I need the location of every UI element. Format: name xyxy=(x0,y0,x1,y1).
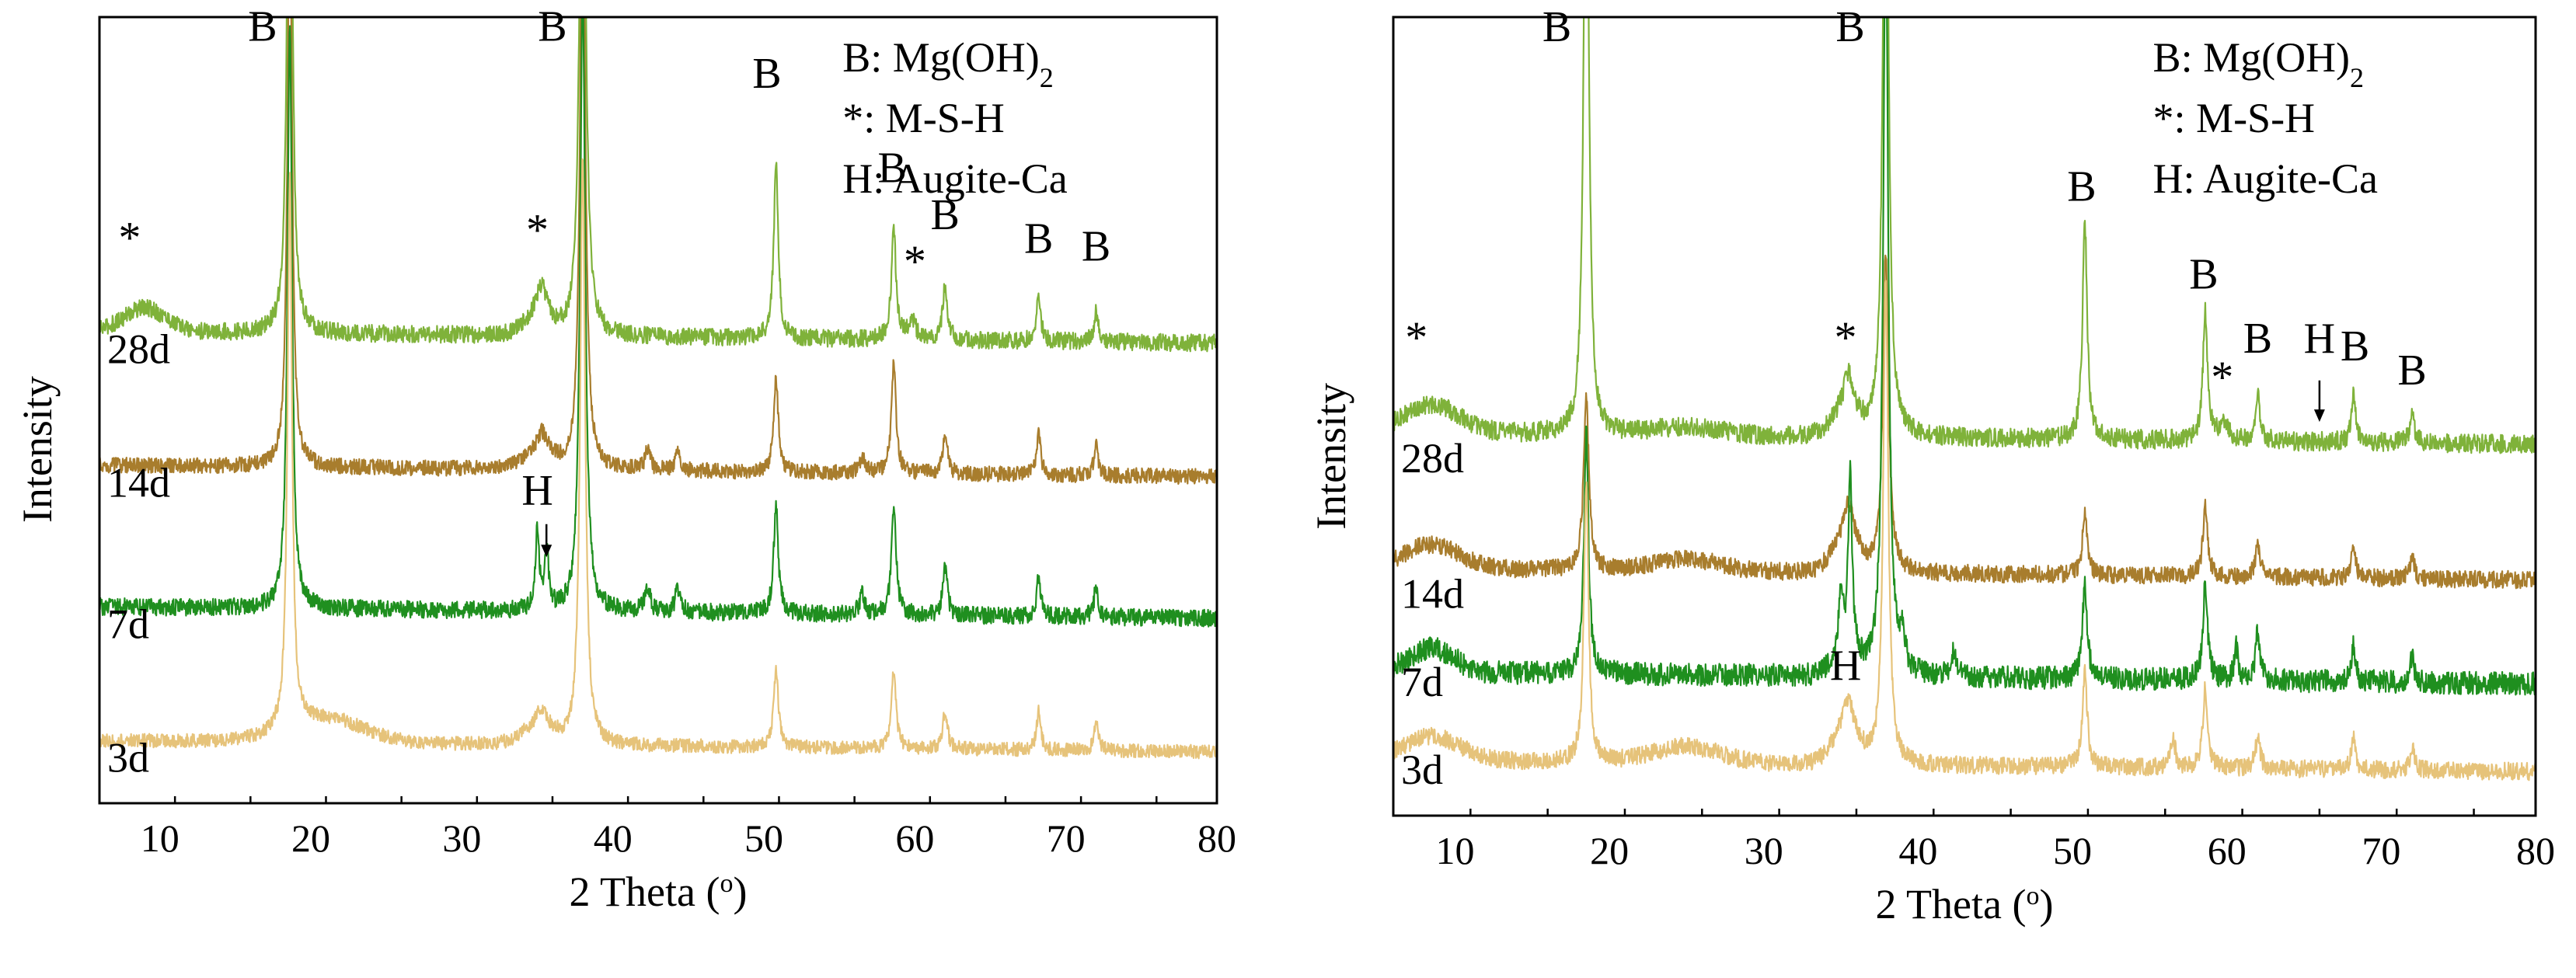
peak-label: H xyxy=(1830,642,1861,690)
x-axis-label: 2 Theta (o) xyxy=(1876,881,2054,928)
x-tick-label: 60 xyxy=(2208,829,2247,872)
peak-label: H xyxy=(2304,315,2335,363)
peak-label: B xyxy=(538,2,566,50)
series-line-3d xyxy=(1393,280,2536,781)
legend-entry: B: Mg(OH)2 xyxy=(2153,34,2365,93)
series-line-7d xyxy=(99,17,1217,628)
peak-label: B xyxy=(931,191,960,239)
legend-entry: *: M-S-H xyxy=(2153,95,2316,141)
plot-frame xyxy=(1392,16,2537,817)
peak-label: B xyxy=(248,2,277,50)
x-tick-label: 10 xyxy=(1435,829,1474,872)
legend-entry: H: Augite-Ca xyxy=(2153,155,2378,202)
legend: B: Mg(OH)2*: M-S-H H: Augite-Ca xyxy=(2153,34,2378,202)
left-xrd-panel: 10 20 30 40 50 60 70 80 2 Theta (o) Intensity 28d 1… xyxy=(14,2,1236,915)
plot-area xyxy=(99,17,1217,760)
x-tick-label: 20 xyxy=(291,816,330,860)
series-label-28d: 28d xyxy=(107,325,170,372)
legend-entry: *: M-S-H xyxy=(842,95,1005,141)
x-tick-label: 70 xyxy=(2362,829,2400,872)
x-tick-label: 80 xyxy=(1197,816,1236,860)
x-tick-label: 60 xyxy=(895,816,934,860)
y-axis-label: Intensity xyxy=(1308,383,1354,530)
series-line-14d xyxy=(99,17,1217,486)
peak-label: * xyxy=(904,236,926,287)
x-tick-label: 80 xyxy=(2516,829,2555,872)
peak-label: B xyxy=(1542,3,1571,51)
x-tick-label: 30 xyxy=(1745,829,1783,872)
x-tick-label: 10 xyxy=(141,816,180,860)
peak-label: B xyxy=(878,144,907,193)
x-axis: 10 20 30 40 50 60 70 80 xyxy=(98,796,1236,860)
peak-label: B xyxy=(1082,223,1110,271)
peak-label: B xyxy=(2067,162,2096,211)
peak-label: B xyxy=(2397,346,2426,395)
series-label-28d: 28d xyxy=(1401,435,1464,482)
x-tick-label: 70 xyxy=(1047,816,1086,860)
peak-label: H xyxy=(521,466,552,514)
y-axis-label: Intensity xyxy=(14,376,61,523)
series-label-14d: 14d xyxy=(107,459,170,506)
series-line-3d xyxy=(99,158,1217,760)
plot-area xyxy=(1393,17,2536,781)
legend-entry: H: Augite-Ca xyxy=(842,155,1067,202)
legend-entry: B: Mg(OH)2 xyxy=(842,34,1054,93)
arrow-head xyxy=(2313,409,2325,423)
peak-label: * xyxy=(118,213,141,263)
peak-label: * xyxy=(2211,352,2233,402)
arrow-head xyxy=(541,545,552,558)
peak-label: B xyxy=(2189,251,2218,299)
x-tick-label: 50 xyxy=(2053,829,2092,872)
x-tick-label: 30 xyxy=(442,816,481,860)
series-label-3d: 3d xyxy=(107,735,149,781)
series-label-3d: 3d xyxy=(1401,747,1443,793)
x-tick-label: 50 xyxy=(744,816,783,860)
peak-label: B xyxy=(1835,3,1864,51)
x-tick-label: 40 xyxy=(1898,829,1937,872)
x-tick-label: 40 xyxy=(594,816,633,860)
peak-label: B xyxy=(752,50,781,98)
peak-label: B xyxy=(2243,315,2272,363)
x-tick-label: 20 xyxy=(1590,829,1629,872)
series-line-14d xyxy=(1393,254,2536,590)
legend: B: Mg(OH)2*: M-S-H H: Augite-Ca xyxy=(842,34,1067,202)
series-label-7d: 7d xyxy=(1401,659,1443,705)
peak-label: * xyxy=(1835,312,1857,363)
peak-label: * xyxy=(1405,312,1427,363)
series-line-28d xyxy=(99,17,1217,353)
x-axis: 10 20 30 40 50 60 70 80 xyxy=(1392,809,2555,872)
series-line-28d xyxy=(1393,17,2536,454)
series-line-7d xyxy=(1393,17,2536,696)
peak-label: B xyxy=(2341,322,2369,371)
plot-frame xyxy=(98,16,1218,805)
peak-label: B xyxy=(1024,215,1053,263)
right-xrd-panel: 10 20 30 40 50 60 70 80 2 Theta (o) Intensity 28d 1… xyxy=(1308,3,2555,928)
series-label-14d: 14d xyxy=(1401,571,1464,618)
x-axis-label: 2 Theta (o) xyxy=(570,868,748,915)
peak-label: * xyxy=(526,204,549,255)
series-label-7d: 7d xyxy=(107,600,149,647)
